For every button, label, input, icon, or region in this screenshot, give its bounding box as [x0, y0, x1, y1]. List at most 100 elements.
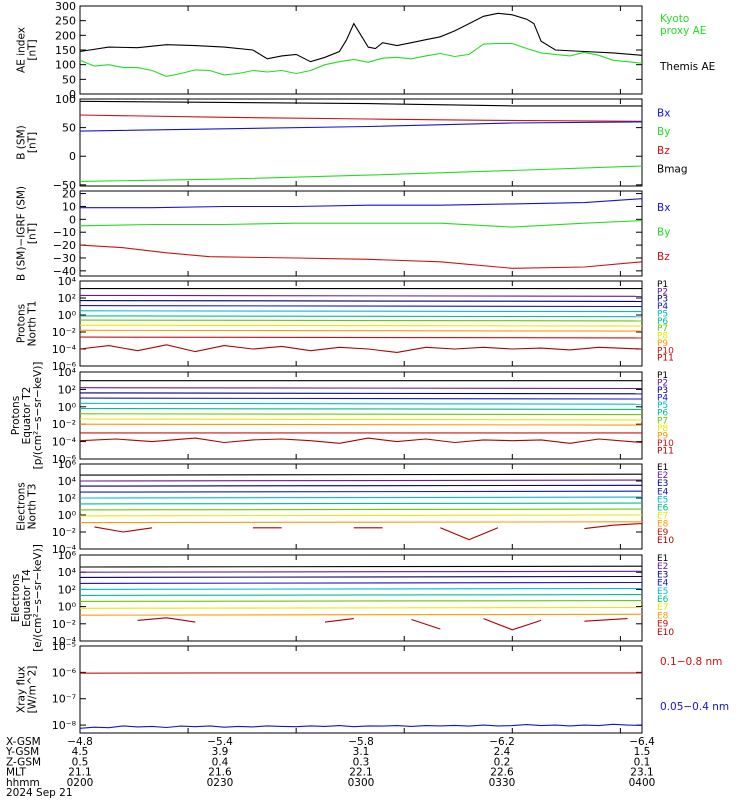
series-line-bigrf-0: [80, 199, 642, 208]
y-tick-label: 100: [55, 93, 76, 106]
y-tick-label: 10⁻²: [52, 618, 76, 631]
series-line-e2-7: [80, 608, 642, 609]
panel-frame-p1: [80, 281, 642, 366]
y-axis-label: [nT]: [27, 39, 39, 60]
y-tick-label: 10⁰: [58, 401, 77, 414]
series-line-e1-9: [94, 527, 152, 532]
y-tick-label: 10⁴: [58, 366, 77, 379]
series-line-p1-9: [80, 337, 642, 338]
series-line-p1-4: [80, 311, 642, 312]
series-line-p1-1: [80, 295, 642, 296]
series-line-p2-5: [80, 409, 642, 410]
legend-entry: Bz: [657, 145, 670, 157]
y-tick-label: 10⁰: [58, 309, 77, 322]
y-tick-label: −30: [53, 252, 76, 265]
legend-entry: Kyoto: [660, 13, 689, 25]
y-tick-label: 10⁴: [58, 275, 77, 288]
series-line-p1-6: [80, 320, 642, 321]
y-tick-label: 0: [69, 213, 76, 226]
legend-entry: By: [657, 126, 670, 138]
y-axis-label: [p/(cm²−s−sr−keV)]: [32, 362, 44, 470]
series-line-e1-0: [80, 474, 642, 475]
y-axis-label: North T3: [27, 484, 39, 530]
legend-entry: proxy AE: [660, 25, 706, 37]
y-tick-label: −10: [53, 226, 76, 239]
y-tick-label: 10⁴: [58, 475, 77, 488]
panel-frame-p2: [80, 372, 642, 459]
y-tick-label: 50: [62, 122, 76, 135]
legend-entry: P11: [657, 446, 674, 456]
legend-entry: Bx: [657, 202, 670, 214]
panel-frame-e2: [80, 555, 642, 641]
axis-row-value: 0230: [207, 777, 234, 789]
series-line-e1-4: [80, 497, 642, 498]
series-line-e2-1: [80, 571, 642, 572]
legend-entry: Bx: [657, 107, 670, 119]
series-line-e2-9: [584, 619, 627, 622]
y-tick-label: 300: [55, 0, 76, 13]
series-line-e1-6: [80, 509, 642, 510]
series-line-p2-7: [80, 419, 642, 420]
series-line-p2-1: [80, 388, 642, 389]
y-tick-label: 10⁰: [58, 601, 77, 614]
y-axis-label: [e/(cm²−s−sr−keV)]: [32, 544, 44, 652]
series-line-e2-9: [138, 618, 196, 622]
y-tick-label: 10²: [58, 292, 76, 305]
series-line-p2-2: [80, 393, 642, 394]
y-tick-label: 10²: [58, 492, 76, 505]
y-tick-label: 10⁻⁶: [52, 666, 77, 679]
y-tick-label: 250: [55, 15, 76, 28]
series-line-e2-5: [80, 595, 642, 596]
series-line-p2-6: [80, 414, 642, 415]
y-axis-label: North T1: [27, 301, 39, 347]
series-line-bigrf-1: [80, 221, 642, 228]
series-line-e1-8: [80, 522, 642, 523]
series-line-p2-10: [80, 438, 642, 443]
series-line-e1-1: [80, 480, 642, 481]
legend-entry: E10: [657, 628, 674, 638]
legend-entry: Themis AE: [659, 61, 715, 73]
series-line-bsm-2: [80, 122, 642, 131]
legend-entry: By: [657, 227, 670, 239]
series-line-e2-0: [80, 566, 642, 567]
series-line-e2-2: [80, 577, 642, 578]
series-line-e2-9: [325, 619, 354, 623]
y-tick-label: 10⁰: [58, 509, 77, 522]
panel-frame-bsm: [80, 99, 642, 186]
axis-row-value: 0400: [629, 777, 656, 789]
axis-row-value: 0300: [348, 777, 375, 789]
series-line-e1-2: [80, 485, 642, 486]
series-line-p1-7: [80, 325, 642, 326]
series-line-bsm-0: [80, 101, 642, 106]
series-line-p2-8: [80, 424, 642, 425]
series-line-e2-8: [80, 614, 642, 615]
panel-frame-xray: [80, 646, 642, 733]
y-tick-label: 10⁻⁵: [52, 640, 76, 653]
series-line-e1-9: [584, 524, 642, 529]
series-line-p1-8: [80, 330, 642, 331]
panel-frame-bigrf: [80, 191, 642, 276]
y-tick-label: 10⁻⁴: [52, 436, 77, 449]
series-line-e2-4: [80, 589, 642, 590]
date-label: 2024 Sep 21: [6, 787, 73, 799]
series-line-e2-3: [80, 583, 642, 584]
y-tick-label: 10⁻⁴: [52, 343, 77, 356]
y-tick-label: 10⁶: [58, 549, 77, 562]
panel-frame-e1: [80, 464, 642, 549]
series-line-p1-2: [80, 301, 642, 302]
y-tick-label: 150: [55, 44, 76, 57]
legend-entry: 0.05−0.4 nm: [660, 701, 729, 713]
y-tick-label: 20: [62, 188, 76, 201]
series-line-p1-3: [80, 306, 642, 307]
series-line-ae-1: [80, 44, 642, 77]
series-line-e1-7: [80, 515, 642, 516]
series-line-p1-5: [80, 316, 642, 317]
y-tick-label: 200: [55, 29, 76, 42]
y-tick-label: 10⁻²: [52, 326, 76, 339]
y-tick-label: 10²: [58, 383, 76, 396]
axis-row-value: 0330: [489, 777, 516, 789]
y-tick-label: 10⁶: [58, 458, 77, 471]
y-tick-label: 0: [69, 150, 76, 163]
y-tick-label: 50: [62, 73, 76, 86]
